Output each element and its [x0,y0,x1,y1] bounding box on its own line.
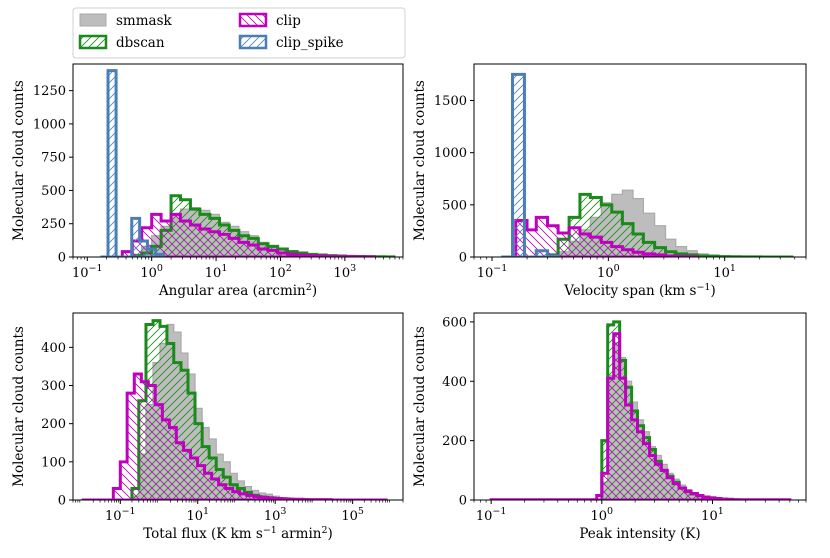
x-axis-label: Peak intensity (K) [579,526,700,542]
series-clip-spike [100,69,166,257]
y-tick-label: 0 [459,251,467,266]
x-axis-label: Velocity span (km s−1) [563,282,716,299]
x-tick-label: 101 [701,506,724,524]
axes-frame [473,312,807,501]
axes-frame [72,63,404,258]
x-axis-label: Angular area (arcmin2) [158,282,317,299]
y-axis-label: Molecular cloud counts [11,80,27,241]
y-tick-label: 1250 [33,84,66,99]
y-tick-label: 0 [58,251,66,266]
legend-label: dbscan [116,35,165,51]
x-tick-label: 105 [341,506,364,524]
series-clip [514,215,699,257]
y-tick-label: 1000 [33,117,66,132]
axes-frame [72,312,404,501]
y-tick-label: 100 [41,455,66,470]
legend-label: clip [276,13,301,29]
y-axis-label: Molecular cloud counts [11,326,27,487]
y-tick-label: 0 [459,494,467,509]
x-tick-label: 100 [597,263,620,281]
x-axis-label: Total flux (K km s−1 armin2) [143,525,333,542]
y-tick-label: 200 [442,434,467,449]
legend-item-smmask: smmask [79,13,173,29]
series-clip [120,212,377,257]
series-clip-spike [501,72,560,257]
y-tick-label: 250 [41,217,66,232]
y-tick-label: 1000 [434,146,467,161]
x-tick-label: 103 [334,263,357,281]
y-tick-label: 500 [41,184,66,199]
x-tick-label: 101 [713,263,736,281]
legend-frame [72,7,406,59]
legend-item-clip: clip [238,12,301,29]
y-tick-label: 200 [41,417,66,432]
x-tick-label: 10−1 [72,263,103,281]
legend-item-dbscan: dbscan [78,34,165,51]
y-axis-label: Molecular cloud counts [412,326,428,487]
legend-swatch [78,34,108,50]
y-tick-label: 300 [41,379,66,394]
y-tick-label: 600 [442,315,467,330]
legend-label: smmask [116,13,173,29]
y-tick-label: 400 [41,341,66,356]
histogram-bars [501,72,795,257]
x-tick-label: 103 [264,506,287,524]
chart-panel-1: 0 250 500 750 1000 1250 10−1 100 101 102 103 Angula… [11,63,404,299]
x-tick-label: 102 [269,263,292,281]
y-axis-label: Molecular cloud counts [412,80,428,241]
legend-label: clip_spike [276,35,344,51]
y-tick-label: 0 [58,494,66,509]
x-tick-label: 100 [591,506,614,524]
legend-swatch [238,12,268,28]
axes-frame [473,63,807,258]
legend-item-clip-spike: clip_spike [238,34,344,51]
series-clip [489,332,792,500]
chart-panel-3: 0 100 200 300 400 10−1 101 103 105 Total flux (K … [11,312,404,542]
x-tick-label: 10−1 [476,506,507,524]
x-tick-label: 100 [140,263,163,281]
y-tick-label: 500 [442,198,467,213]
legend-swatch [238,34,268,50]
histogram-bars [100,69,396,257]
x-tick-label: 101 [205,263,228,281]
x-tick-label: 10−1 [105,506,136,524]
legend-swatch [79,13,107,27]
legend: smmask dbscan clip clip_spike [72,7,406,59]
histogram-bars [489,320,792,500]
y-tick-label: 400 [442,375,467,390]
x-tick-label: 10−1 [477,263,508,281]
x-tick-label: 101 [186,506,209,524]
histogram-bars [81,319,388,500]
y-tick-label: 1500 [434,94,467,109]
y-tick-label: 750 [41,151,66,166]
